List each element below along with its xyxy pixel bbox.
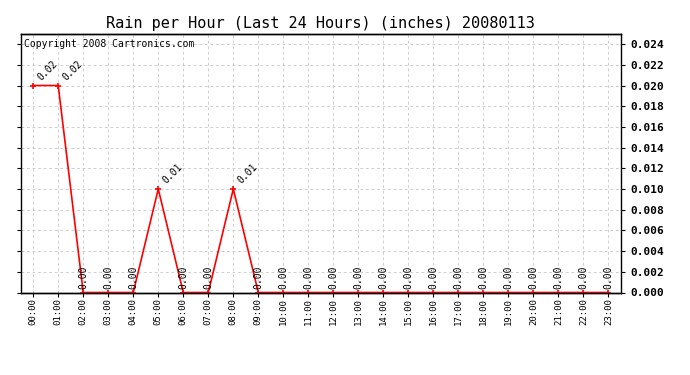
Text: 0.00: 0.00 xyxy=(328,266,338,290)
Text: 0.00: 0.00 xyxy=(553,266,564,290)
Text: 0.00: 0.00 xyxy=(253,266,264,290)
Text: 0.02: 0.02 xyxy=(61,59,84,82)
Text: 0.00: 0.00 xyxy=(453,266,464,290)
Title: Rain per Hour (Last 24 Hours) (inches) 20080113: Rain per Hour (Last 24 Hours) (inches) 2… xyxy=(106,16,535,31)
Text: 0.00: 0.00 xyxy=(278,266,288,290)
Text: 0.01: 0.01 xyxy=(161,162,184,186)
Text: 0.00: 0.00 xyxy=(604,266,613,290)
Text: 0.00: 0.00 xyxy=(478,266,489,290)
Text: 0.00: 0.00 xyxy=(378,266,388,290)
Text: 0.02: 0.02 xyxy=(36,59,59,82)
Text: 0.01: 0.01 xyxy=(236,162,259,186)
Text: 0.00: 0.00 xyxy=(204,266,213,290)
Text: Copyright 2008 Cartronics.com: Copyright 2008 Cartronics.com xyxy=(23,39,194,49)
Text: 0.00: 0.00 xyxy=(128,266,138,290)
Text: 0.00: 0.00 xyxy=(104,266,113,290)
Text: 0.00: 0.00 xyxy=(578,266,589,290)
Text: 0.00: 0.00 xyxy=(428,266,438,290)
Text: 0.00: 0.00 xyxy=(304,266,313,290)
Text: 0.00: 0.00 xyxy=(504,266,513,290)
Text: 0.00: 0.00 xyxy=(178,266,188,290)
Text: 0.00: 0.00 xyxy=(529,266,538,290)
Text: 0.00: 0.00 xyxy=(404,266,413,290)
Text: 0.00: 0.00 xyxy=(78,266,88,290)
Text: 0.00: 0.00 xyxy=(353,266,364,290)
